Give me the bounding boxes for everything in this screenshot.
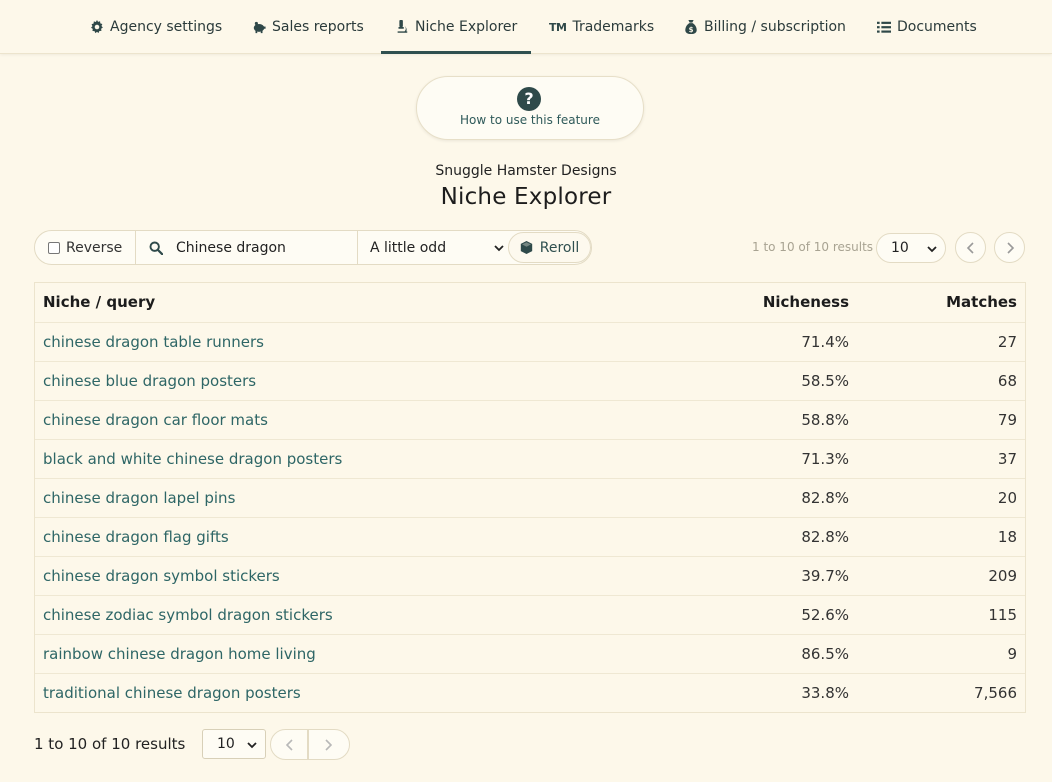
tab-label: Billing / subscription: [704, 19, 846, 35]
niche-link[interactable]: chinese dragon lapel pins: [43, 489, 236, 507]
how-to-use-button[interactable]: ? How to use this feature: [416, 76, 644, 140]
nicheness-value: 82.8%: [801, 528, 849, 546]
nicheness-value: 82.8%: [801, 489, 849, 507]
reverse-checkbox[interactable]: [48, 241, 60, 254]
dice-cube-icon: [520, 241, 532, 254]
prev-page-button-bottom[interactable]: [270, 729, 308, 760]
table-header-row: Niche / query Nicheness Matches: [35, 283, 1025, 322]
nicheness-value: 58.8%: [801, 411, 849, 429]
tab-documents[interactable]: Documents: [877, 0, 977, 54]
niche-link[interactable]: chinese zodiac symbol dragon stickers: [43, 606, 333, 624]
niche-link[interactable]: chinese dragon flag gifts: [43, 528, 229, 546]
table-row: traditional chinese dragon posters 33.8%…: [35, 673, 1025, 712]
chevron-down-icon: [247, 742, 257, 749]
piggy-bank-icon: [253, 21, 266, 34]
column-header-matches[interactable]: Matches: [946, 293, 1017, 311]
tab-label: Niche Explorer: [415, 19, 518, 35]
page-size-select-top[interactable]: 10: [876, 233, 946, 263]
oddness-selected-value: A little odd: [370, 239, 447, 256]
nicheness-value: 58.5%: [801, 372, 849, 390]
table-row: chinese dragon lapel pins 82.8% 20: [35, 478, 1025, 517]
microscope-icon: [397, 20, 408, 33]
matches-value: 18: [997, 528, 1017, 546]
next-page-button-bottom[interactable]: [308, 729, 350, 760]
chevron-down-icon: [494, 245, 504, 252]
reroll-label: Reroll: [539, 239, 580, 256]
nicheness-value: 33.8%: [801, 684, 849, 702]
reverse-toggle[interactable]: Reverse: [35, 231, 136, 264]
gear-icon: [91, 20, 103, 34]
matches-value: 68: [997, 372, 1017, 390]
oddness-select[interactable]: A little odd: [358, 231, 508, 264]
chevron-right-icon: [325, 739, 333, 751]
search-field: [136, 231, 358, 264]
query-toolbar: Reverse A little odd Reroll: [34, 230, 592, 265]
top-nav: Agency settings Sales reports Niche Expl…: [0, 0, 1052, 54]
niche-link[interactable]: traditional chinese dragon posters: [43, 684, 301, 702]
column-header-nicheness[interactable]: Nicheness: [762, 293, 849, 311]
matches-value: 115: [988, 606, 1017, 624]
table-row: chinese dragon symbol stickers 39.7% 209: [35, 556, 1025, 595]
table-row: chinese dragon car floor mats 58.8% 79: [35, 400, 1025, 439]
tab-sales-reports[interactable]: Sales reports: [252, 0, 364, 54]
matches-value: 7,566: [974, 684, 1017, 702]
niche-link[interactable]: chinese dragon table runners: [43, 333, 264, 351]
tm-icon: TM: [549, 20, 567, 34]
tab-label: Sales reports: [272, 19, 364, 35]
list-icon: [877, 21, 891, 33]
table-row: black and white chinese dragon posters 7…: [35, 439, 1025, 478]
niche-table: Niche / query Nicheness Matches chinese …: [34, 282, 1026, 713]
niche-link[interactable]: chinese dragon symbol stickers: [43, 567, 280, 585]
search-input[interactable]: [176, 237, 351, 259]
table-row: chinese zodiac symbol dragon stickers 52…: [35, 595, 1025, 634]
niche-link[interactable]: rainbow chinese dragon home living: [43, 645, 316, 663]
matches-value: 27: [997, 333, 1017, 351]
tab-billing-subscription[interactable]: $ Billing / subscription: [684, 0, 846, 54]
niche-link[interactable]: chinese blue dragon posters: [43, 372, 257, 390]
niche-link[interactable]: black and white chinese dragon posters: [43, 450, 343, 468]
next-page-button-top[interactable]: [994, 232, 1025, 263]
table-row: chinese blue dragon posters 58.5% 68: [35, 361, 1025, 400]
nicheness-value: 71.4%: [801, 333, 849, 351]
niche-link[interactable]: chinese dragon car floor mats: [43, 411, 268, 429]
results-summary-top: 1 to 10 of 10 results: [752, 240, 874, 254]
page-size-value: 10: [217, 736, 235, 752]
column-header-niche[interactable]: Niche / query: [43, 293, 156, 311]
table-row: chinese dragon table runners 71.4% 27: [35, 322, 1025, 361]
tab-agency-settings[interactable]: Agency settings: [90, 0, 222, 54]
chevron-left-icon: [966, 242, 974, 254]
nicheness-value: 71.3%: [801, 450, 849, 468]
page-title: Niche Explorer: [440, 184, 612, 210]
nicheness-value: 39.7%: [801, 567, 849, 585]
chevron-right-icon: [1007, 242, 1015, 254]
matches-value: 79: [997, 411, 1017, 429]
results-summary-bottom: 1 to 10 of 10 results: [34, 735, 186, 753]
tab-trademarks[interactable]: TM Trademarks: [549, 0, 654, 54]
page-size-select-bottom[interactable]: 10: [202, 729, 266, 759]
tab-niche-explorer[interactable]: Niche Explorer: [380, 0, 532, 54]
reroll-button[interactable]: Reroll: [508, 232, 591, 263]
how-to-use-label: How to use this feature: [460, 113, 600, 127]
chevron-left-icon: [285, 739, 293, 751]
table-row: rainbow chinese dragon home living 86.5%…: [35, 634, 1025, 673]
matches-value: 20: [997, 489, 1017, 507]
tab-label: Trademarks: [572, 19, 655, 35]
matches-value: 9: [1007, 645, 1017, 663]
matches-value: 209: [988, 567, 1017, 585]
nicheness-value: 52.6%: [801, 606, 849, 624]
tab-label: Agency settings: [110, 19, 223, 35]
page-size-value: 10: [891, 240, 909, 256]
question-circle-icon: ?: [517, 87, 541, 111]
reverse-label: Reverse: [66, 239, 123, 256]
svg-text:$: $: [689, 26, 694, 34]
agency-name: Snuggle Hamster Designs: [435, 163, 617, 179]
tab-label: Documents: [897, 19, 977, 35]
nicheness-value: 86.5%: [801, 645, 849, 663]
chevron-down-icon: [927, 246, 937, 253]
table-row: chinese dragon flag gifts 82.8% 18: [35, 517, 1025, 556]
prev-page-button-top[interactable]: [955, 232, 986, 263]
search-icon: [149, 241, 163, 255]
money-bag-icon: $: [685, 20, 697, 34]
matches-value: 37: [997, 450, 1017, 468]
